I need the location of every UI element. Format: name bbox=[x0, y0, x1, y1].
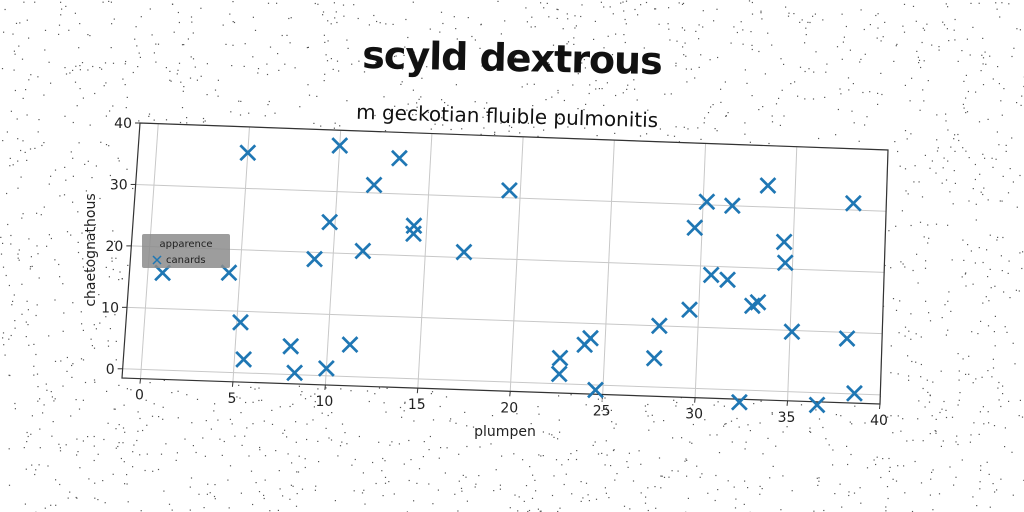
data-point bbox=[239, 144, 257, 162]
data-point bbox=[306, 250, 323, 268]
x-gridline bbox=[694, 143, 707, 398]
data-point bbox=[698, 193, 716, 211]
data-point bbox=[354, 242, 372, 260]
chart-subtitle: m geckotian fluible pulmonitis bbox=[356, 100, 659, 132]
data-point bbox=[759, 177, 777, 194]
x-gridline bbox=[417, 133, 433, 389]
legend-title: apparence bbox=[160, 239, 213, 250]
y-gridline bbox=[131, 245, 885, 273]
x-gridline bbox=[602, 140, 615, 395]
legend-marker-x bbox=[152, 255, 162, 265]
x-tick-label: 25 bbox=[593, 403, 611, 419]
data-point bbox=[321, 213, 339, 231]
data-point bbox=[582, 329, 599, 347]
data-point bbox=[235, 350, 253, 368]
x-tick bbox=[139, 378, 141, 384]
x-tick bbox=[879, 403, 881, 410]
data-point bbox=[730, 393, 748, 411]
legend-entry-label: canards bbox=[166, 255, 206, 266]
data-point bbox=[776, 254, 794, 272]
x-tick bbox=[786, 400, 789, 406]
y-tick-label: 40 bbox=[114, 116, 132, 132]
x-axis-label: plumpen bbox=[474, 424, 536, 440]
data-point bbox=[405, 217, 423, 235]
plot-background bbox=[122, 123, 888, 404]
data-point bbox=[365, 176, 383, 194]
x-tick-label: 15 bbox=[408, 397, 426, 413]
data-point bbox=[719, 271, 736, 289]
data-point bbox=[808, 396, 826, 414]
x-tick bbox=[509, 391, 511, 397]
x-tick bbox=[324, 384, 326, 391]
data-point bbox=[702, 266, 720, 284]
data-point bbox=[681, 301, 698, 319]
data-point bbox=[331, 137, 349, 155]
y-gridline bbox=[126, 306, 883, 335]
x-tick-label: 30 bbox=[685, 407, 703, 423]
data-point bbox=[551, 349, 569, 367]
x-gridline bbox=[787, 146, 798, 401]
y-tick-label: 10 bbox=[101, 300, 119, 316]
data-point bbox=[341, 336, 359, 354]
y-axis-label: chaetognathous bbox=[83, 193, 99, 306]
data-point bbox=[783, 323, 801, 341]
data-point bbox=[232, 313, 249, 331]
data-point bbox=[220, 264, 238, 282]
y-tick-label: 0 bbox=[106, 362, 115, 378]
x-tick bbox=[416, 388, 419, 394]
data-point bbox=[286, 364, 304, 382]
y-gridline bbox=[135, 183, 887, 212]
x-tick bbox=[694, 397, 696, 403]
x-tick-label: 35 bbox=[778, 410, 796, 426]
y-tick-label: 20 bbox=[105, 239, 123, 255]
data-point bbox=[650, 317, 668, 335]
legend-marker bbox=[152, 255, 162, 265]
x-gridline bbox=[324, 130, 342, 386]
data-point bbox=[390, 149, 408, 167]
data-point bbox=[775, 233, 793, 251]
data-point bbox=[282, 337, 300, 355]
legend: apparence canards bbox=[142, 234, 230, 268]
x-tick-label: 5 bbox=[227, 391, 236, 407]
data-point bbox=[645, 349, 663, 367]
y-tick-label: 30 bbox=[110, 177, 128, 193]
data-point bbox=[686, 219, 704, 237]
x-tick bbox=[231, 381, 234, 387]
x-gridline bbox=[232, 126, 250, 382]
data-point bbox=[749, 293, 767, 311]
x-tick-label: 20 bbox=[500, 400, 518, 416]
data-point bbox=[317, 359, 335, 377]
plot-area: 0 5 10 15 20 25 30 35 40 0 10 20 30 40 bbox=[101, 116, 889, 429]
x-tick-label: 10 bbox=[315, 394, 333, 410]
data-point bbox=[587, 381, 604, 399]
data-point bbox=[154, 264, 172, 282]
x-gridline bbox=[509, 136, 524, 392]
data-point bbox=[500, 181, 518, 199]
data-point bbox=[723, 197, 741, 215]
data-point bbox=[550, 365, 568, 383]
y-gridline bbox=[122, 368, 881, 396]
x-tick-label: 0 bbox=[135, 388, 144, 404]
data-point bbox=[455, 243, 473, 261]
data-point bbox=[838, 330, 856, 347]
x-tick-label: 40 bbox=[870, 413, 888, 429]
data-point bbox=[846, 384, 863, 402]
data-point bbox=[844, 194, 862, 212]
legend-box bbox=[142, 234, 230, 268]
